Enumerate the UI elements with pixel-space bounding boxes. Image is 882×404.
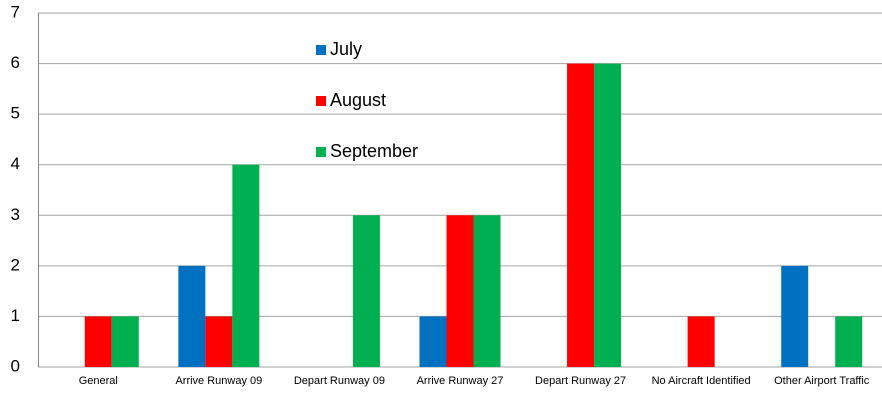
bar <box>781 265 809 367</box>
legend-label: September <box>330 141 418 161</box>
bar <box>835 316 863 367</box>
bar <box>446 215 474 367</box>
y-tick-label: 0 <box>11 356 20 375</box>
x-tick-label: Arrive Runway 09 <box>175 375 262 387</box>
bar <box>178 265 206 367</box>
y-tick-label: 3 <box>11 205 20 224</box>
bar <box>205 316 233 367</box>
x-tick-label: Depart Runway 09 <box>294 375 385 387</box>
x-tick-label: General <box>79 375 118 387</box>
legend-label: July <box>330 39 362 59</box>
bar <box>473 215 501 367</box>
legend-swatch <box>316 147 326 157</box>
y-tick-label: 5 <box>11 104 20 123</box>
legend-swatch <box>316 45 326 55</box>
y-tick-label: 7 <box>11 2 20 21</box>
y-tick-label: 6 <box>11 53 20 72</box>
bar <box>111 316 139 367</box>
legend-swatch <box>316 96 326 106</box>
legend-label: August <box>330 90 386 110</box>
bar <box>567 63 595 367</box>
bar <box>687 316 715 367</box>
y-tick-label: 2 <box>11 255 20 274</box>
x-tick-label: Other Airport Traffic <box>774 375 870 387</box>
bar <box>352 215 380 367</box>
y-tick-label: 1 <box>11 306 20 325</box>
bar <box>594 63 622 367</box>
y-tick-label: 4 <box>11 154 20 173</box>
bar <box>232 164 260 367</box>
x-tick-label: Arrive Runway 27 <box>417 375 504 387</box>
bar <box>84 316 112 367</box>
x-tick-label: Depart Runway 27 <box>535 375 626 387</box>
x-tick-label: No Aircraft Identified <box>652 375 751 387</box>
bar <box>419 316 447 367</box>
